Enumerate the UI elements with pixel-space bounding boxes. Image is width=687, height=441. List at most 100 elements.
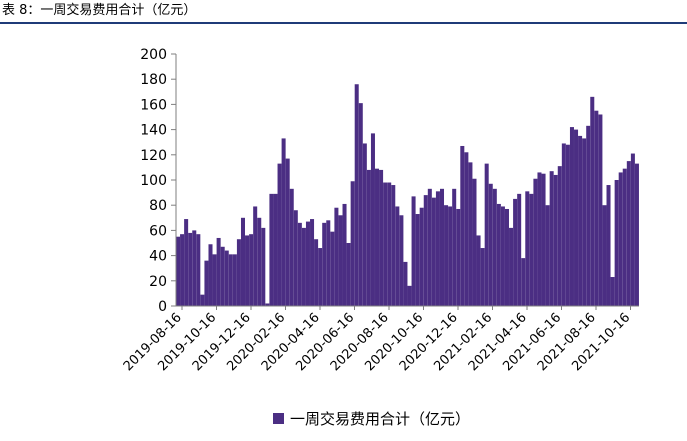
bar [318, 248, 323, 306]
bar [338, 215, 343, 306]
bar [553, 174, 558, 306]
bar [257, 217, 262, 306]
bar [533, 178, 538, 306]
y-tick-label: 180 [140, 72, 167, 88]
bar [439, 188, 445, 306]
bar [464, 152, 469, 306]
bar [602, 205, 607, 306]
bar [521, 258, 526, 306]
y-tick-label: 200 [140, 47, 167, 63]
bar [180, 234, 185, 306]
bar [561, 143, 566, 306]
bar [407, 285, 412, 306]
bar [391, 185, 396, 306]
bar [387, 182, 392, 306]
bar [444, 205, 449, 306]
y-tick-label: 20 [149, 274, 167, 290]
bar [427, 188, 432, 306]
bar [586, 125, 591, 306]
y-tick-label: 40 [149, 249, 167, 265]
figure-caption: 表 8：一周交易费用合计（亿元） [0, 0, 687, 24]
bar [590, 96, 595, 306]
bar [383, 182, 388, 306]
bar [265, 303, 270, 306]
bar [289, 188, 294, 306]
bar [354, 84, 359, 306]
bar [326, 220, 331, 306]
legend-swatch [273, 413, 284, 424]
bar [200, 294, 205, 306]
bar [574, 129, 579, 306]
bar [529, 193, 534, 306]
bar [565, 144, 570, 306]
bar [204, 260, 209, 306]
bar [253, 206, 258, 306]
bar [395, 206, 400, 306]
y-tick-label: 100 [140, 173, 167, 189]
bar [261, 227, 266, 306]
bar [399, 215, 404, 306]
bar [330, 231, 335, 306]
bar [476, 235, 481, 306]
bar [541, 173, 546, 306]
bar [305, 221, 310, 306]
bar [293, 210, 298, 306]
bar [350, 181, 355, 306]
bar [594, 110, 599, 306]
bar [634, 163, 639, 306]
bar [236, 239, 241, 306]
bar [176, 236, 181, 306]
bar [509, 227, 514, 306]
bar [513, 198, 518, 306]
bar [196, 234, 201, 306]
bar [224, 250, 229, 306]
bar [630, 153, 635, 306]
bar [610, 277, 615, 306]
bar [281, 138, 286, 306]
bar [245, 235, 250, 306]
bar [228, 254, 233, 306]
bar [334, 207, 339, 306]
bar [301, 227, 306, 306]
bar [216, 237, 221, 306]
bar [370, 133, 375, 306]
bar [342, 203, 347, 306]
bar [423, 195, 428, 306]
bar [549, 171, 554, 306]
y-tick-label: 120 [140, 148, 167, 164]
bar [504, 208, 509, 306]
bar [277, 163, 282, 306]
y-tick-label: 0 [158, 299, 167, 315]
bar [484, 163, 489, 306]
bar [314, 239, 319, 306]
bar [537, 172, 542, 306]
caption-text: 表 8：一周交易费用合计（亿元） [2, 3, 197, 18]
bar [188, 232, 193, 306]
bar [411, 196, 416, 306]
bar [496, 203, 501, 306]
bar [212, 254, 217, 306]
bar [419, 207, 424, 306]
bar [366, 169, 371, 306]
bar [488, 183, 493, 306]
bar [310, 219, 315, 306]
bar [517, 193, 522, 306]
bar [622, 168, 627, 306]
bar [480, 248, 485, 306]
bar [285, 158, 290, 306]
bar [456, 208, 461, 306]
bar [492, 188, 497, 306]
bar [232, 254, 237, 306]
x-axis-tick-labels: 2019-08-162019-10-162019-12-162020-02-16… [121, 306, 633, 374]
bar [472, 178, 477, 306]
bar [452, 188, 457, 306]
bar [379, 169, 384, 306]
bar [297, 222, 302, 306]
legend: 一周交易费用合计（亿元） [273, 410, 470, 428]
bar [435, 191, 440, 306]
bar [273, 193, 278, 306]
y-axis-ticks: 0 20 40 60 80 100 120 140 160 180 200 [140, 47, 176, 315]
bar [403, 261, 408, 306]
bar [460, 145, 465, 306]
bar [500, 206, 505, 306]
